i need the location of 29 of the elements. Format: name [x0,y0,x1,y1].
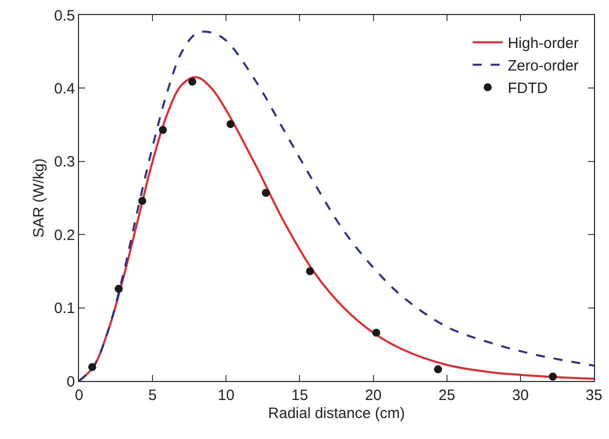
point [158,126,167,134]
point [372,328,380,337]
y-axis-title: SAR (W/kg) [30,158,48,238]
point [114,284,123,293]
x-axis-title: Radial distance (cm) [268,405,405,422]
x-tick-label: 35 [586,387,602,404]
legend-label: FDTD [508,80,548,98]
y-tick-label: 0.5 [54,7,75,24]
x-tick-label: 25 [438,387,456,404]
legend-label: Zero-order [508,58,579,75]
legend-label: High-order [508,35,579,52]
y-tick-label: 0.2 [54,226,75,244]
y-tick-label: 0.1 [54,300,75,318]
y-tick-label: 0.4 [54,80,75,98]
x-tick-label: 5 [148,387,157,404]
y-tick-label: 0.3 [54,154,75,171]
x-tick-label: 10 [218,387,234,404]
y-tick-label: 0 [66,373,75,390]
x-tick-label: 30 [512,387,529,404]
point [306,267,314,276]
point [88,363,96,372]
x-tick-label: 15 [291,387,308,404]
point [434,365,442,374]
point [226,120,235,128]
point [138,196,146,205]
point [548,372,557,381]
point [262,188,270,197]
point [188,78,196,86]
x-tick-label: 20 [364,387,382,404]
